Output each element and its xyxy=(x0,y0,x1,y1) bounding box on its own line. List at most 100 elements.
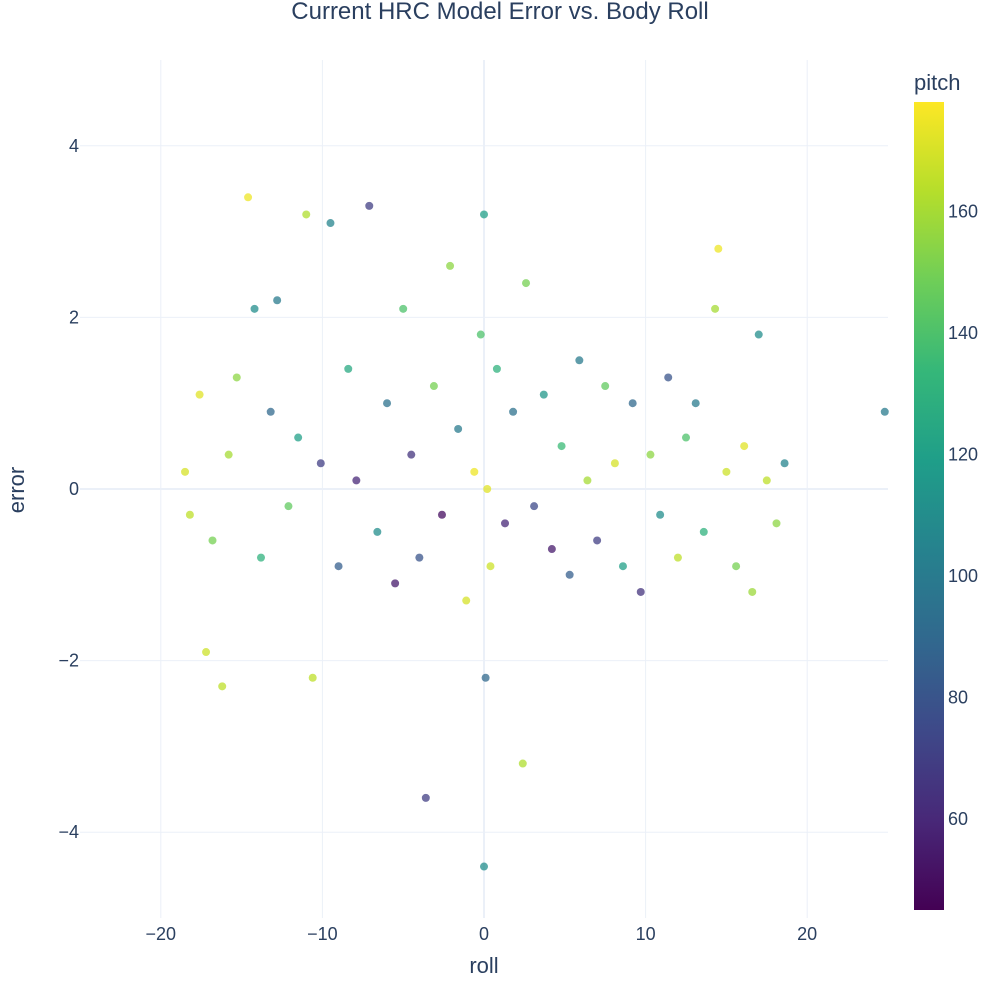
colorbar-ticks: 60 80 100 120 140 160 xyxy=(948,201,978,829)
data-point xyxy=(481,673,490,682)
data-point xyxy=(754,330,763,339)
colorbar-tick-label: 140 xyxy=(948,323,978,343)
data-point xyxy=(501,519,510,528)
data-point xyxy=(316,459,325,468)
data-point xyxy=(284,502,293,511)
data-point xyxy=(462,596,471,605)
data-point xyxy=(195,390,204,399)
data-point xyxy=(618,562,627,571)
data-point xyxy=(256,553,265,562)
data-point xyxy=(601,382,610,391)
data-point xyxy=(880,407,889,416)
data-point xyxy=(673,553,682,562)
y-tick-label: 2 xyxy=(69,307,79,327)
colorbar-tick-label: 120 xyxy=(948,444,978,464)
data-point xyxy=(383,399,392,408)
colorbar-title: pitch xyxy=(914,70,960,95)
data-point xyxy=(480,210,488,219)
data-point xyxy=(308,673,317,682)
y-axis-ticks: −4 −2 0 2 4 xyxy=(58,136,79,842)
x-tick-label: −20 xyxy=(146,924,177,944)
data-point xyxy=(334,562,343,571)
data-point xyxy=(446,261,455,270)
data-point xyxy=(636,587,645,596)
data-point xyxy=(732,562,741,571)
x-tick-label: 0 xyxy=(479,924,489,944)
data-point xyxy=(565,570,574,579)
data-point xyxy=(302,210,311,219)
data-point xyxy=(476,330,485,339)
x-axis-ticks: −20 −10 0 10 20 xyxy=(146,924,818,944)
x-axis-title: roll xyxy=(469,953,498,978)
data-point xyxy=(224,450,233,459)
data-point xyxy=(583,476,592,485)
data-point xyxy=(628,399,637,408)
data-point xyxy=(294,433,303,442)
data-point xyxy=(486,562,495,571)
data-point xyxy=(250,304,259,313)
data-point xyxy=(352,476,361,485)
data-point xyxy=(421,793,430,802)
data-point xyxy=(646,450,655,459)
data-point xyxy=(181,467,190,476)
data-point xyxy=(593,536,602,545)
data-points xyxy=(181,193,889,871)
colorbar-tick-label: 160 xyxy=(948,201,978,221)
y-tick-label: −4 xyxy=(58,822,79,842)
data-point xyxy=(185,510,194,519)
data-point xyxy=(326,219,335,228)
data-point xyxy=(610,459,619,468)
x-tick-label: −10 xyxy=(307,924,338,944)
data-point xyxy=(480,862,488,871)
colorbar-tick-label: 60 xyxy=(948,809,968,829)
colorbar xyxy=(914,102,944,910)
data-point xyxy=(682,433,690,442)
data-point xyxy=(518,759,527,768)
data-point xyxy=(470,467,479,476)
data-point xyxy=(454,424,463,433)
data-point xyxy=(202,648,211,657)
data-point xyxy=(664,373,673,382)
y-tick-label: −2 xyxy=(58,651,79,671)
data-point xyxy=(699,527,708,536)
data-point xyxy=(407,450,416,459)
x-tick-label: 10 xyxy=(636,924,656,944)
data-point xyxy=(399,304,408,313)
data-point xyxy=(740,442,749,451)
data-point xyxy=(575,356,584,365)
y-tick-label: 0 xyxy=(69,479,79,499)
x-tick-label: 20 xyxy=(797,924,817,944)
data-point xyxy=(365,201,374,210)
data-point xyxy=(391,579,400,588)
data-point xyxy=(539,390,548,399)
data-point xyxy=(273,296,282,305)
data-point xyxy=(415,553,424,562)
data-point xyxy=(429,382,438,391)
data-point xyxy=(483,485,492,493)
chart-title: Current HRC Model Error vs. Body Roll xyxy=(291,0,708,25)
data-point xyxy=(762,476,771,485)
data-point xyxy=(208,536,217,545)
data-point xyxy=(530,502,539,511)
colorbar-tick-label: 100 xyxy=(948,566,978,586)
data-point xyxy=(722,467,731,476)
data-point xyxy=(772,519,781,528)
data-point xyxy=(557,442,566,451)
data-point xyxy=(509,407,518,416)
data-point xyxy=(522,279,531,288)
data-point xyxy=(780,459,789,468)
data-point xyxy=(492,364,501,373)
data-point xyxy=(266,407,275,416)
data-point xyxy=(691,399,700,408)
data-point xyxy=(344,364,353,373)
y-tick-label: 4 xyxy=(69,136,79,156)
data-point xyxy=(748,587,757,596)
data-point xyxy=(547,545,556,554)
colorbar-tick-label: 80 xyxy=(948,687,968,707)
data-point xyxy=(437,510,446,519)
data-point xyxy=(714,244,723,253)
data-point xyxy=(218,682,227,691)
data-point xyxy=(373,527,382,536)
